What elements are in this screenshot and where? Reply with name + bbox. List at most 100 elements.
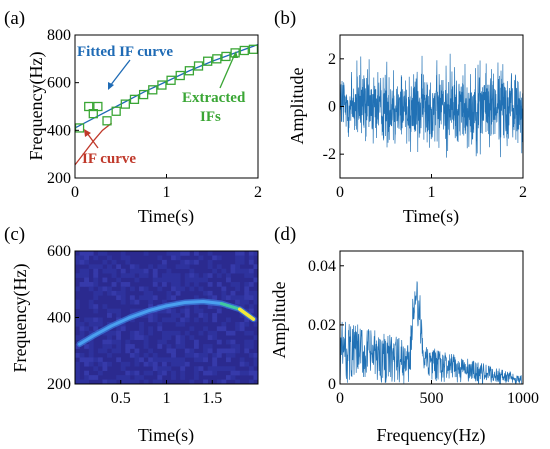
heatmap-cell	[225, 317, 231, 323]
heatmap-cell	[171, 357, 176, 363]
heatmap-cell	[193, 375, 199, 380]
heatmap-cell	[207, 348, 213, 354]
heatmap-cell	[102, 361, 108, 367]
heatmap-cell	[244, 295, 250, 301]
annotation-fitted: Fitted IF curve	[77, 44, 173, 60]
heatmap-cell	[253, 295, 258, 301]
heatmap-cell	[248, 308, 254, 314]
heatmap-cell	[97, 370, 103, 376]
heatmap-cell	[175, 335, 181, 340]
extracted-if-point	[166, 75, 176, 85]
heatmap-cell	[212, 255, 218, 261]
heatmap-cell	[75, 335, 80, 340]
extracted-if-point	[120, 99, 130, 109]
heatmap-cell	[129, 264, 135, 270]
heatmap-cell	[212, 268, 218, 274]
heatmap-cell	[235, 286, 240, 292]
heatmap-cell	[129, 335, 135, 340]
arrow-extracted	[219, 55, 235, 89]
heatmap-cell	[216, 379, 222, 384]
heatmap-cell	[248, 366, 254, 371]
heatmap-cell	[180, 375, 186, 380]
heatmap-cell	[175, 277, 181, 283]
heatmap-cell	[129, 330, 135, 336]
heatmap-cell	[175, 313, 181, 318]
heatmap-cell	[175, 361, 181, 367]
heatmap-cell	[235, 321, 240, 327]
heatmap-cell	[207, 264, 213, 270]
b-ytick-label-0: -2	[323, 146, 336, 163]
chart-panel-a: 0 1 2 200 400 600 800 Frequency(Hz) Time(s) Fi…	[26, 27, 262, 227]
heatmap-cell	[93, 357, 99, 363]
heatmap-cell	[207, 304, 213, 309]
heatmap-cell	[107, 330, 112, 336]
heatmap-cell	[139, 326, 144, 332]
heatmap-cell	[148, 357, 154, 363]
heatmap-cell	[157, 344, 163, 349]
heatmap-cell	[120, 282, 126, 287]
d-xtick-label-0: 0	[336, 390, 344, 407]
heatmap-cell	[212, 330, 218, 336]
heatmap-cell	[152, 277, 158, 283]
heatmap-cell	[88, 251, 94, 256]
heatmap-cell	[235, 255, 240, 261]
heatmap-cell	[157, 264, 163, 270]
heatmap-cell	[84, 357, 90, 363]
heatmap-cell	[75, 273, 80, 278]
heatmap-cell	[148, 317, 154, 323]
a-ytick-label-1: 400	[47, 122, 71, 139]
heatmap-cell	[120, 251, 126, 256]
heatmap-cell	[148, 290, 154, 296]
panel-label-d: (d)	[274, 224, 296, 245]
heatmap-cell	[111, 273, 117, 278]
heatmap-cell	[166, 344, 172, 349]
heatmap-cell	[235, 370, 240, 376]
heatmap-cell	[148, 370, 154, 376]
heatmap-cell	[102, 259, 108, 265]
heatmap-cell	[244, 282, 250, 287]
heatmap-cell	[193, 282, 199, 287]
heatmap-cell	[216, 308, 222, 314]
heatmap-cell	[248, 268, 254, 274]
heatmap-cell	[253, 290, 258, 296]
chart-panel-d: 0 500 1000 0 0.02 0.04 Amplitude Frequency(Hz…	[269, 250, 539, 446]
extracted-if-point	[93, 101, 103, 112]
heatmap-cell	[193, 308, 199, 314]
extracted-if-point	[203, 56, 213, 66]
heatmap-cell	[116, 308, 122, 314]
heatmap-cell	[166, 366, 172, 371]
heatmap-cell	[166, 357, 172, 363]
heatmap-cell	[129, 317, 135, 323]
heatmap-cell	[84, 282, 90, 287]
heatmap-cell	[166, 348, 172, 354]
heatmap-cell	[184, 308, 190, 314]
heatmap-cell	[216, 282, 222, 287]
heatmap-cell	[198, 313, 204, 318]
heatmap-cell	[111, 379, 117, 384]
heatmap-cell	[84, 273, 90, 278]
heatmap-cell	[139, 273, 144, 278]
heatmap-cell	[180, 335, 186, 340]
heatmap-cell	[120, 299, 126, 305]
heatmap-cell	[161, 317, 167, 323]
heatmap-cell	[79, 282, 85, 287]
heatmap-cell	[207, 290, 213, 296]
heatmap-cell	[97, 348, 103, 354]
heatmap-cell	[180, 251, 186, 256]
heatmap-cell	[148, 361, 154, 367]
heatmap-cell	[171, 255, 176, 261]
heatmap-cell	[152, 352, 158, 358]
xlabel-b: Time(s)	[403, 206, 459, 227]
heatmap-cell	[230, 370, 236, 376]
heatmap-cell	[221, 295, 227, 301]
heatmap-cell	[125, 379, 131, 384]
heatmap-cell	[221, 326, 227, 332]
heatmap-cell	[253, 375, 258, 380]
b-ytick-label-2: 2	[328, 51, 336, 68]
heatmap-cell	[235, 344, 240, 349]
heatmap-cell	[84, 361, 90, 367]
heatmap-cell	[239, 268, 245, 274]
heatmap-cell	[225, 352, 231, 358]
heatmap-cell	[221, 268, 227, 274]
heatmap-cell	[221, 290, 227, 296]
